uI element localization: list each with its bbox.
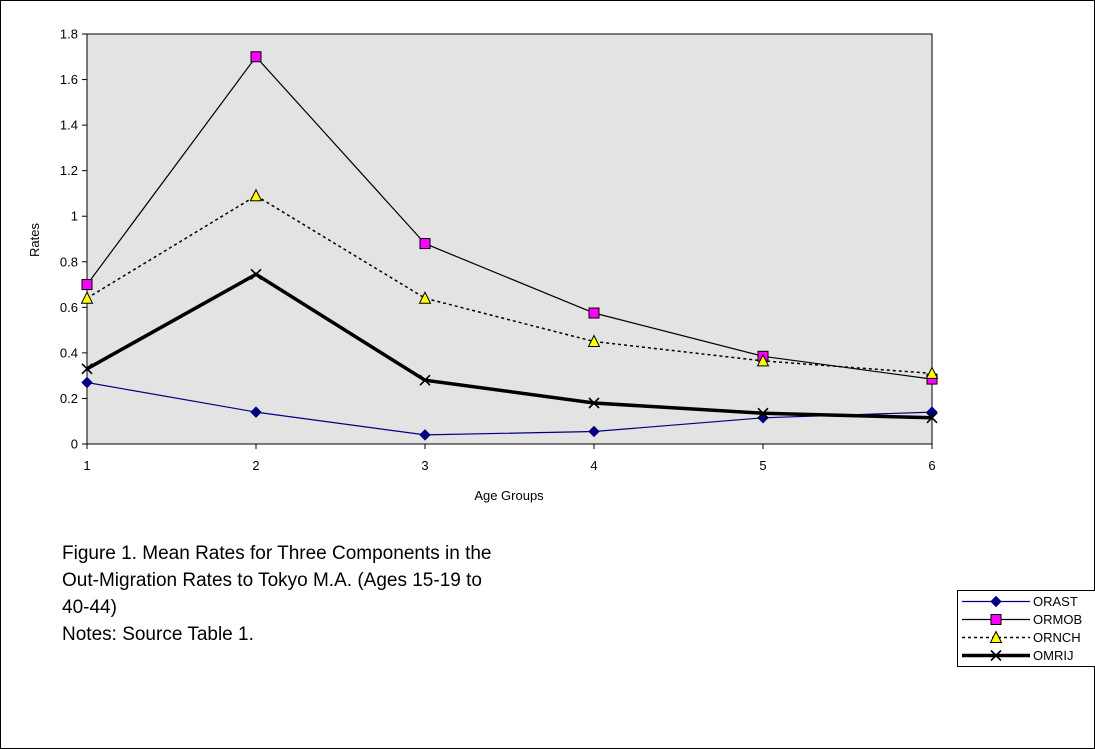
legend-entry-omrij: OMRIJ: [958, 647, 1095, 664]
marker-stroke: [990, 649, 1002, 662]
y-tick-label: 0.4: [60, 345, 78, 360]
data-point-omrij: [250, 268, 262, 280]
legend-label: ORAST: [1033, 594, 1078, 609]
series-ornch: [80, 188, 939, 379]
legend-swatch-ornch: [962, 630, 1030, 643]
legend-entry-ormob: ORMOB: [958, 611, 1095, 628]
data-point-ornch: [80, 291, 94, 304]
y-tick-label: 0.6: [60, 300, 78, 315]
data-point-ormob: [588, 307, 600, 319]
marker-stroke: [757, 407, 769, 419]
x-tick-label: 4: [590, 458, 597, 473]
x-axis-label: Age Groups: [474, 488, 544, 503]
data-point-orast: [419, 429, 431, 441]
marker-stroke: [588, 397, 600, 409]
legend-marker: [990, 649, 1002, 662]
y-tick-label: 1.6: [60, 72, 78, 87]
data-point-omrij: [757, 407, 769, 419]
caption-line: Figure 1. Mean Rates for Three Component…: [62, 543, 492, 564]
data-point-ormob: [81, 279, 93, 291]
plot-area: [86, 33, 933, 445]
caption-line: Notes: Source Table 1.: [62, 624, 254, 645]
y-tick-label: 1.8: [60, 27, 78, 42]
legend-marker: [990, 614, 1002, 625]
data-point-ornch: [587, 334, 601, 347]
legend-label: ORNCH: [1033, 630, 1081, 645]
legend-label: OMRIJ: [1033, 648, 1074, 663]
x-tick-label: 3: [421, 458, 428, 473]
legend-marker: [990, 595, 1002, 608]
x-tick-label: 2: [252, 458, 259, 473]
data-point-omrij: [81, 363, 93, 375]
data-point-ornch: [756, 353, 770, 367]
legend-marker: [989, 630, 1003, 643]
y-tick-label: 0.2: [60, 391, 78, 406]
legend-swatch-omrij: [962, 649, 1030, 662]
legend-swatch-ormob: [962, 614, 1030, 625]
data-point-ormob: [250, 51, 262, 63]
caption-line: 40-44): [62, 597, 117, 618]
y-tick-label: 0.8: [60, 254, 78, 269]
figure-caption: Figure 1. Mean Rates for Three Component…: [62, 540, 662, 648]
data-point-ornch: [249, 188, 263, 202]
y-tick-label: 1: [71, 209, 78, 224]
series-line-orast: [86, 381, 933, 436]
data-point-omrij: [588, 397, 600, 409]
data-point-omrij: [926, 412, 938, 424]
axes: 0 0.2 0.4 0.6 0.8 1 1.2 1.4 1.6 1.8 1 2 3 4 5 6: [60, 27, 936, 474]
series-line-ormob: [86, 55, 933, 380]
series-omrij: [81, 268, 938, 424]
legend-swatch-orast: [962, 595, 1030, 608]
chart-legend: ORAST ORMOB ORNCH OMRIJ: [957, 590, 1095, 667]
data-point-omrij: [419, 374, 431, 386]
marker-stroke: [81, 363, 93, 375]
legend-entry-orast: ORAST: [958, 593, 1095, 610]
data-point-orast: [588, 425, 600, 438]
legend-label: ORMOB: [1033, 612, 1083, 627]
y-axis-label: Rates: [27, 223, 42, 257]
data-point-orast: [81, 376, 93, 389]
x-tick-label: 6: [928, 458, 935, 473]
x-tick-label: 1: [83, 458, 90, 473]
data-point-orast: [250, 406, 262, 418]
legend-entry-ornch: ORNCH: [958, 629, 1095, 646]
data-point-ornch: [418, 291, 432, 304]
data-point-ormob: [419, 238, 431, 250]
y-tick-label: 1.2: [60, 163, 78, 178]
caption-line: Out-Migration Rates to Tokyo M.A. (Ages …: [62, 570, 482, 591]
x-tick-label: 5: [759, 458, 766, 473]
y-tick-label: 1.4: [60, 118, 78, 133]
marker-stroke: [250, 268, 262, 280]
marker-stroke: [419, 374, 431, 386]
series-line-omrij: [86, 272, 933, 420]
series-line-ornch: [86, 194, 933, 375]
marker-stroke: [926, 412, 938, 424]
y-tick-label: 0: [71, 437, 78, 452]
series-layer: [80, 51, 939, 441]
data-point-ornch: [925, 366, 939, 379]
